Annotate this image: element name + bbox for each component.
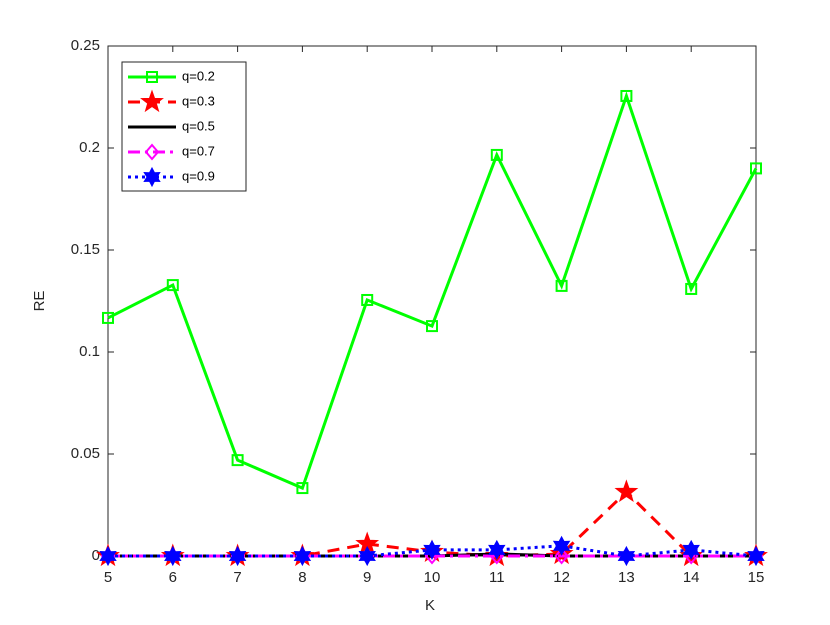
x-tick-label: 12 — [553, 569, 570, 586]
y-tick-label: 0.1 — [79, 343, 100, 360]
marker — [102, 311, 114, 324]
y-tick-label: 0 — [92, 547, 100, 564]
marker — [99, 545, 117, 567]
marker — [361, 293, 374, 306]
marker — [293, 545, 312, 567]
marker — [685, 282, 698, 295]
marker — [144, 143, 160, 161]
x-tick-label: 15 — [748, 569, 765, 586]
x-tick-label: 9 — [363, 569, 371, 586]
legend-label: q=0.5 — [182, 118, 215, 133]
marker — [296, 482, 309, 495]
legend-label: q=0.2 — [182, 68, 215, 83]
series-line — [107, 91, 758, 491]
marker — [747, 545, 765, 567]
x-tick-label: 13 — [618, 569, 635, 586]
x-axis-label: K — [425, 597, 435, 614]
x-tick-label: 8 — [298, 569, 306, 586]
marker — [682, 539, 700, 560]
marker — [490, 148, 503, 161]
marker — [554, 547, 569, 565]
y-tick-label: 0.05 — [71, 445, 100, 462]
x-tick-label: 11 — [489, 569, 505, 586]
marker — [423, 539, 441, 560]
y-tick-label: 0.25 — [71, 37, 100, 54]
y-tick-label: 0.2 — [79, 139, 100, 156]
marker — [231, 454, 244, 467]
marker — [750, 162, 762, 175]
x-tick-label: 14 — [683, 569, 700, 586]
marker — [617, 545, 636, 567]
x-tick-label: 6 — [169, 569, 177, 586]
marker — [164, 545, 182, 567]
legend-label: q=0.7 — [182, 143, 215, 158]
legend: q=0.2 q=0.3 q=0.5 q=0.7 q=0.9 — [121, 61, 247, 192]
marker — [426, 320, 438, 333]
marker — [555, 279, 568, 292]
legend-label: q=0.9 — [182, 168, 215, 183]
legend-label: q=0.3 — [182, 93, 215, 108]
x-tick-label: 5 — [104, 569, 112, 586]
y-tick-label: 0.15 — [71, 241, 100, 258]
marker — [166, 279, 179, 292]
x-tick-label: 10 — [424, 569, 441, 586]
marker — [228, 545, 247, 567]
x-tick-label: 7 — [233, 569, 241, 586]
marker — [358, 545, 376, 567]
marker — [488, 539, 506, 560]
marker — [146, 71, 158, 83]
marker — [552, 535, 571, 556]
marker — [143, 166, 161, 188]
y-axis-label: RE — [31, 291, 48, 312]
marker — [140, 89, 164, 113]
marker — [614, 479, 639, 502]
marker — [620, 89, 633, 102]
